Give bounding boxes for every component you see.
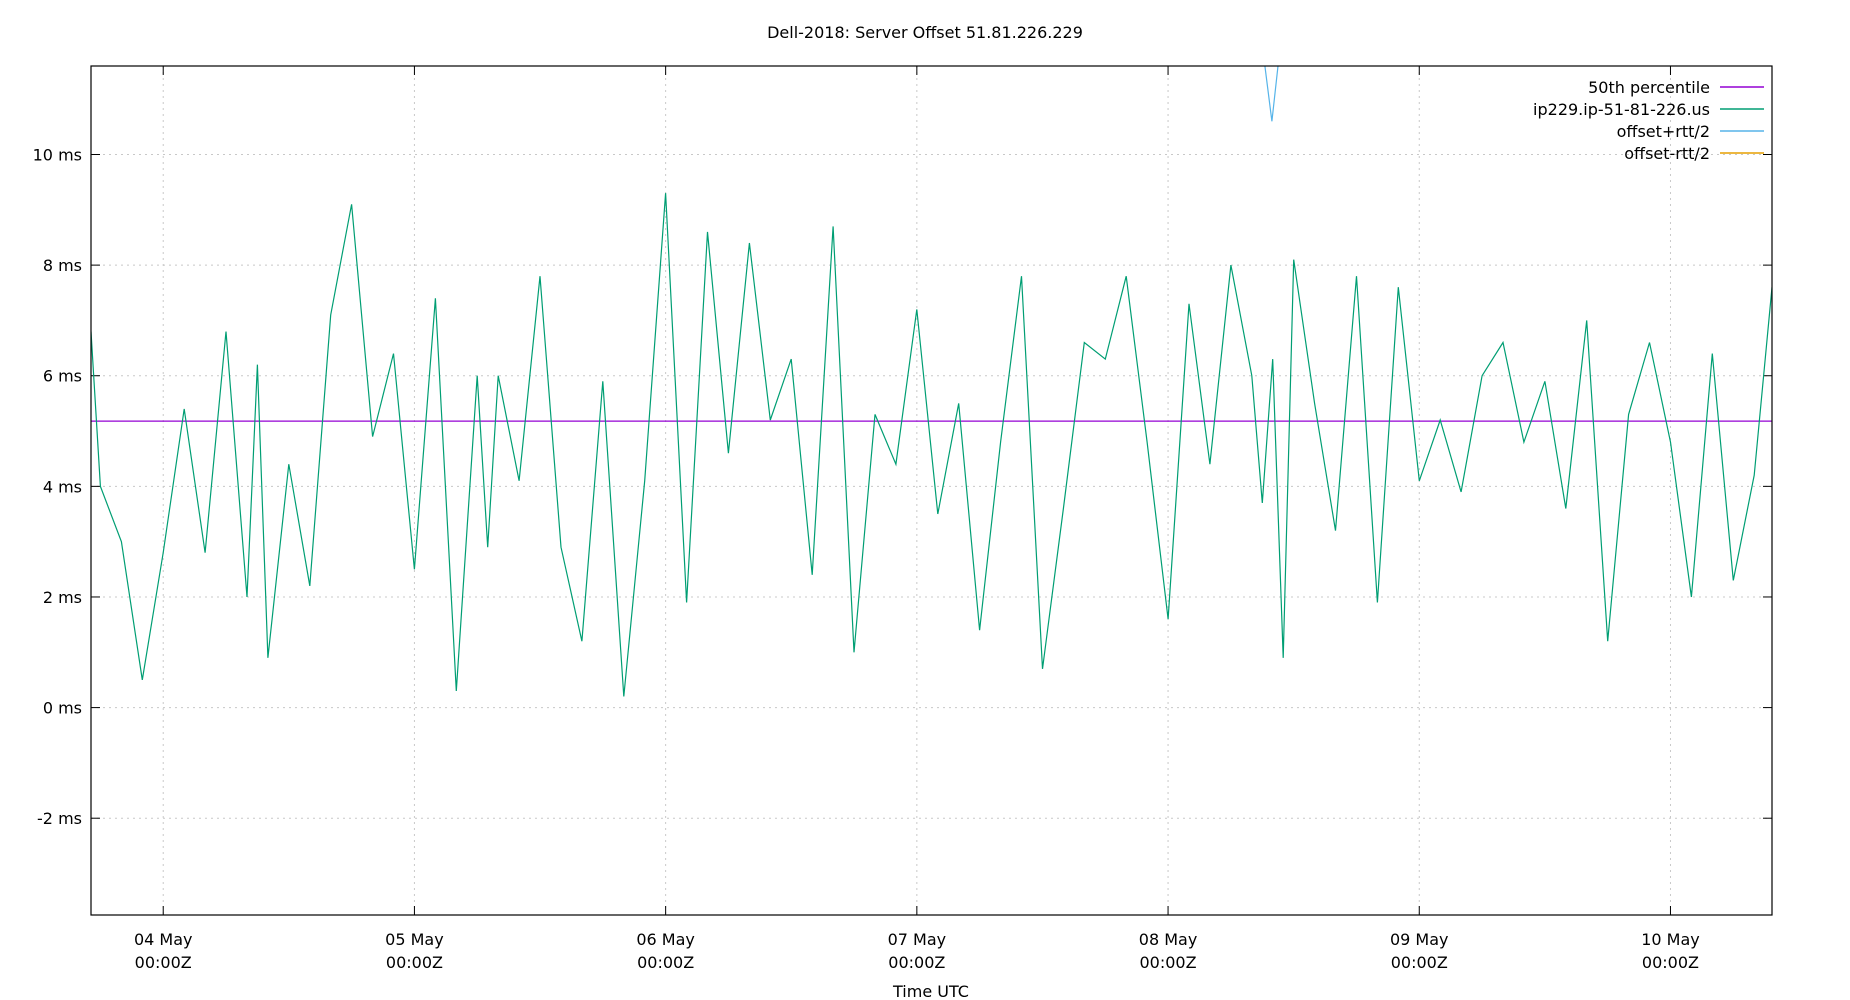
plot-frame <box>90 65 1773 916</box>
x-tick-date-label: 05 May <box>385 930 444 949</box>
x-axis-label: Time UTC <box>892 982 969 1000</box>
legend-label: ip229.ip-51-81-226.us <box>1533 100 1710 119</box>
y-tick-label: 2 ms <box>43 588 82 607</box>
x-tick-time-label: 00:00Z <box>888 953 945 972</box>
x-tick-time-label: 00:00Z <box>1391 953 1448 972</box>
legend: 50th percentile ip229.ip-51-81-226.us offs… <box>1533 78 1764 163</box>
x-tick-date-label: 07 May <box>888 930 947 949</box>
legend-label: offset+rtt/2 <box>1617 122 1710 141</box>
x-tick-date-label: 06 May <box>636 930 695 949</box>
y-tick-label: 10 ms <box>33 145 82 164</box>
x-tick-date-label: 08 May <box>1139 930 1198 949</box>
chart-title: Dell-2018: Server Offset 51.81.226.229 <box>767 23 1083 42</box>
x-tick-time-label: 00:00Z <box>386 953 443 972</box>
x-tick-date-label: 04 May <box>134 930 193 949</box>
x-tick-time-label: 00:00Z <box>1140 953 1197 972</box>
y-tick-label: 4 ms <box>43 477 82 496</box>
y-axis-ticks: -2 ms 0 ms 2 ms 4 ms 6 ms 8 ms 10 ms <box>33 145 1772 828</box>
x-tick-time-label: 00:00Z <box>1642 953 1699 972</box>
x-tick-date-label: 09 May <box>1390 930 1449 949</box>
grid-lines <box>91 66 1772 915</box>
y-tick-label: 8 ms <box>43 256 82 275</box>
y-tick-label: 6 ms <box>43 367 82 386</box>
y-tick-label: 0 ms <box>43 699 82 718</box>
legend-label: offset-rtt/2 <box>1624 144 1710 163</box>
series-line-offset-rtt-2 <box>1264 66 1279 122</box>
y-tick-label: -2 ms <box>37 809 82 828</box>
legend-label: 50th percentile <box>1588 78 1710 97</box>
series-line-ip229-ip-51-81-226-us <box>91 193 1772 697</box>
x-tick-time-label: 00:00Z <box>637 953 694 972</box>
x-tick-time-label: 00:00Z <box>135 953 192 972</box>
x-axis-ticks: 04 May 00:00Z 05 May 00:00Z 06 May 00:00Z 07 M… <box>134 66 1700 972</box>
x-tick-date-label: 10 May <box>1641 930 1700 949</box>
series-lines <box>91 66 1772 697</box>
